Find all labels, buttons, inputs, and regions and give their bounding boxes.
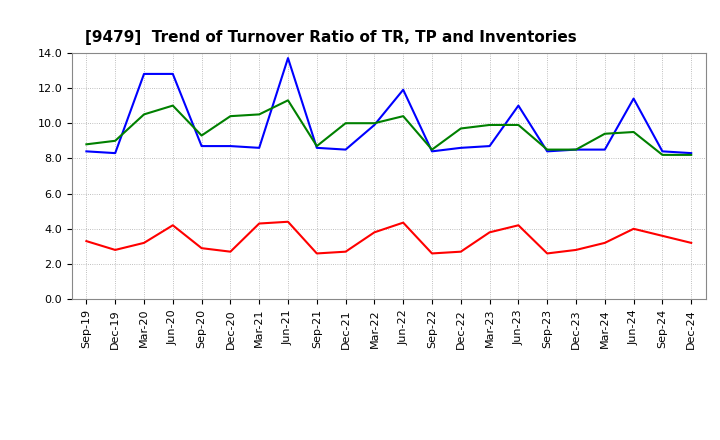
- Trade Receivables: [485, 230, 494, 235]
- Inventories: [629, 129, 638, 135]
- Trade Receivables: [629, 226, 638, 231]
- Trade Payables: [514, 103, 523, 108]
- Inventories: [370, 121, 379, 126]
- Trade Payables: [543, 149, 552, 154]
- Inventories: [543, 147, 552, 152]
- Trade Receivables: [428, 251, 436, 256]
- Inventories: [197, 133, 206, 138]
- Line: Trade Payables: Trade Payables: [86, 58, 691, 153]
- Trade Receivables: [600, 240, 609, 246]
- Trade Receivables: [197, 246, 206, 251]
- Trade Payables: [140, 71, 148, 77]
- Trade Payables: [456, 145, 465, 150]
- Inventories: [485, 122, 494, 128]
- Trade Payables: [226, 143, 235, 149]
- Trade Payables: [312, 145, 321, 150]
- Line: Trade Receivables: Trade Receivables: [86, 222, 691, 253]
- Trade Receivables: [399, 220, 408, 225]
- Trade Payables: [255, 145, 264, 150]
- Trade Payables: [168, 71, 177, 77]
- Inventories: [572, 147, 580, 152]
- Trade Payables: [399, 87, 408, 92]
- Trade Receivables: [341, 249, 350, 254]
- Trade Payables: [572, 147, 580, 152]
- Trade Payables: [428, 149, 436, 154]
- Trade Receivables: [312, 251, 321, 256]
- Inventories: [514, 122, 523, 128]
- Trade Receivables: [370, 230, 379, 235]
- Inventories: [658, 152, 667, 158]
- Trade Receivables: [658, 233, 667, 238]
- Trade Payables: [629, 96, 638, 101]
- Inventories: [312, 143, 321, 149]
- Trade Payables: [370, 122, 379, 128]
- Inventories: [687, 152, 696, 158]
- Trade Receivables: [572, 247, 580, 253]
- Trade Payables: [600, 147, 609, 152]
- Trade Receivables: [111, 247, 120, 253]
- Trade Payables: [658, 149, 667, 154]
- Inventories: [140, 112, 148, 117]
- Trade Receivables: [168, 223, 177, 228]
- Line: Inventories: Inventories: [86, 100, 691, 155]
- Inventories: [428, 147, 436, 152]
- Trade Receivables: [255, 221, 264, 226]
- Inventories: [168, 103, 177, 108]
- Trade Payables: [485, 143, 494, 149]
- Trade Payables: [111, 150, 120, 156]
- Trade Payables: [687, 150, 696, 156]
- Trade Receivables: [514, 223, 523, 228]
- Inventories: [255, 112, 264, 117]
- Inventories: [456, 126, 465, 131]
- Trade Receivables: [82, 238, 91, 244]
- Trade Payables: [82, 149, 91, 154]
- Trade Receivables: [284, 219, 292, 224]
- Inventories: [82, 142, 91, 147]
- Inventories: [600, 131, 609, 136]
- Inventories: [341, 121, 350, 126]
- Trade Receivables: [140, 240, 148, 246]
- Trade Payables: [284, 55, 292, 61]
- Text: [9479]  Trend of Turnover Ratio of TR, TP and Inventories: [9479] Trend of Turnover Ratio of TR, TP…: [85, 29, 577, 45]
- Trade Payables: [341, 147, 350, 152]
- Inventories: [284, 98, 292, 103]
- Inventories: [111, 138, 120, 143]
- Trade Payables: [197, 143, 206, 149]
- Trade Receivables: [226, 249, 235, 254]
- Trade Receivables: [456, 249, 465, 254]
- Inventories: [399, 114, 408, 119]
- Trade Receivables: [687, 240, 696, 246]
- Trade Receivables: [543, 251, 552, 256]
- Inventories: [226, 114, 235, 119]
